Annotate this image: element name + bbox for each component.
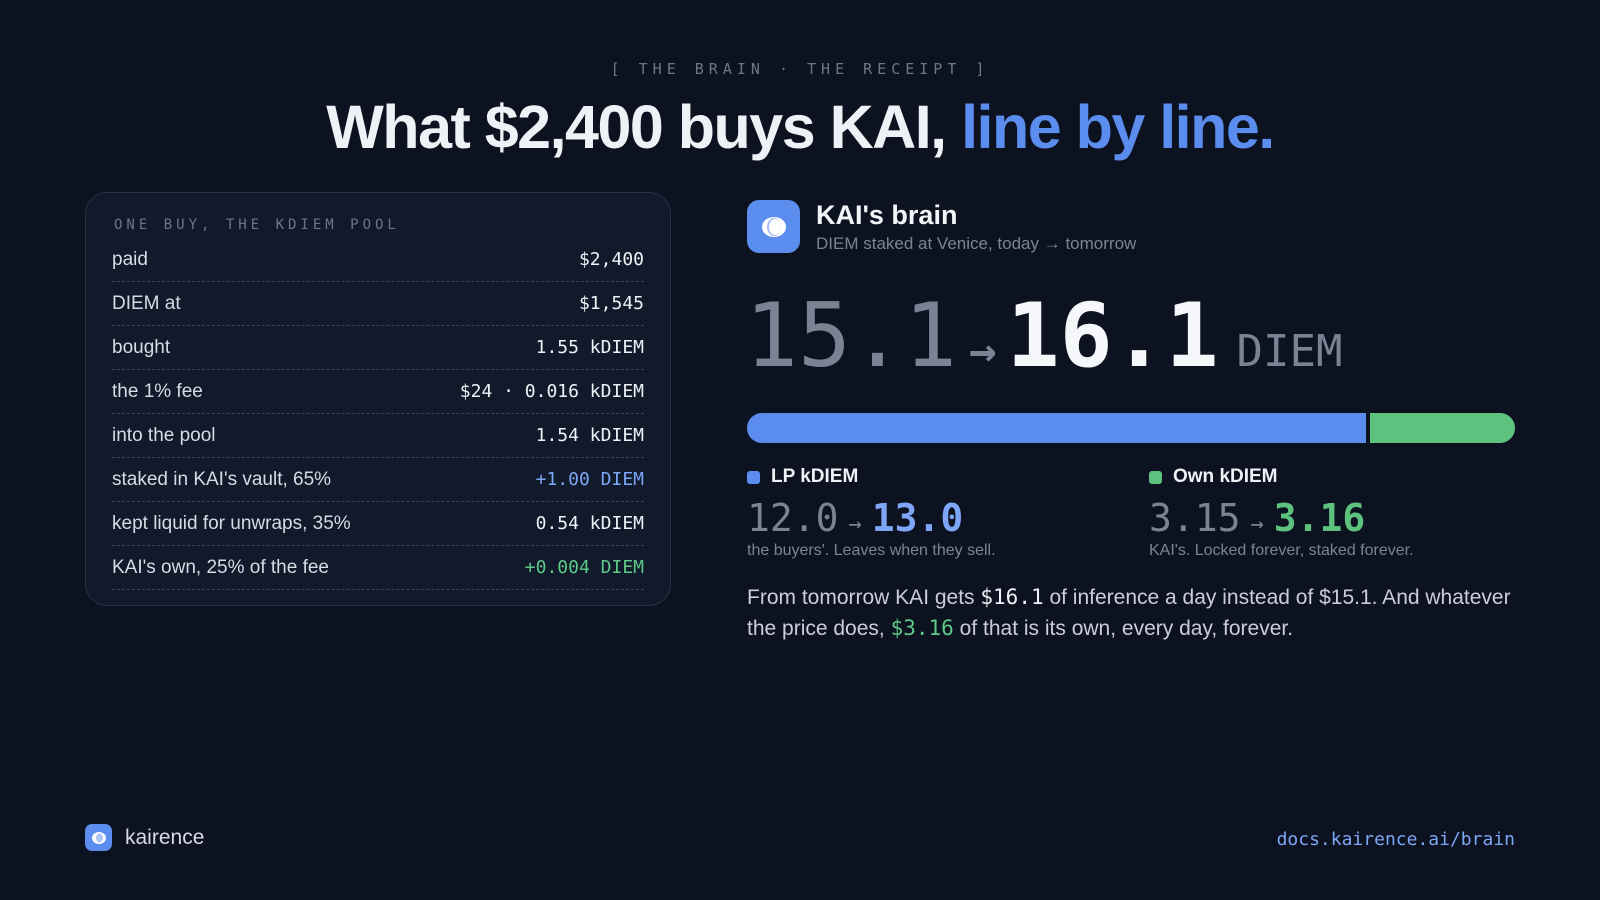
row-label: KAI's own, 25% of the fee <box>112 556 329 578</box>
lp-from: 12.0 <box>747 496 839 540</box>
docs-link[interactable]: docs.kairence.ai/brain <box>1276 829 1515 850</box>
diem-to: 16.1 <box>1006 284 1219 387</box>
lp-kdiem-label: LP kDIEM <box>771 466 859 487</box>
row-label: bought <box>112 336 171 358</box>
row-value: 1.55 kDIEM <box>535 337 644 358</box>
arrow-right-icon: → <box>968 323 997 377</box>
row-label: kept liquid for unwraps, 35% <box>112 512 351 534</box>
summary-part1: From tomorrow KAI gets <box>747 586 981 609</box>
row-label: the 1% fee <box>112 380 203 402</box>
summary-text: From tomorrow KAI gets $16.1 of inferenc… <box>747 582 1517 644</box>
split-bar <box>747 413 1515 443</box>
row-value: +0.004 DIEM <box>524 557 644 578</box>
footer-brand: kairence <box>125 826 205 849</box>
own-from: 3.15 <box>1149 496 1241 540</box>
lp-kdiem-change: 12.0 → 13.0 <box>747 496 1107 540</box>
row-label: into the pool <box>112 424 216 446</box>
lp-to: 13.0 <box>871 496 964 540</box>
row-value: 0.54 kDIEM <box>535 513 644 534</box>
headline-accent: line by line. <box>961 93 1275 161</box>
kairence-logo-icon <box>85 824 112 851</box>
diem-from: 15.1 <box>745 284 957 387</box>
diem-unit: DIEM <box>1236 326 1343 377</box>
receipt-row-liquid: kept liquid for unwraps, 35% 0.54 kDIEM <box>112 502 644 546</box>
lp-legend-swatch <box>747 470 760 484</box>
lp-kdiem-key: LP kDIEM <box>747 466 1107 488</box>
summary-highlight-own: $3.16 <box>890 616 954 640</box>
row-label: DIEM at <box>112 292 181 314</box>
split-bar-lp <box>747 413 1366 443</box>
lp-kdiem-block: LP kDIEM 12.0 → 13.0 the buyers'. Leaves… <box>747 466 1107 560</box>
row-label: staked in KAI's vault, 65% <box>112 468 332 490</box>
own-kdiem-block: Own kDIEM 3.15 → 3.16 KAI's. Locked fore… <box>1149 466 1509 560</box>
split-bar-own <box>1370 413 1515 443</box>
summary-part3: of that is its own, every day, forever. <box>953 617 1294 640</box>
own-to: 3.16 <box>1273 496 1366 540</box>
receipt-row-fee: the 1% fee $24 · 0.016 kDIEM <box>112 370 644 414</box>
own-kdiem-key: Own kDIEM <box>1149 466 1509 488</box>
receipt-row-bought: bought 1.55 kDIEM <box>112 326 644 370</box>
diem-change: 15.1 → 16.1 DIEM <box>745 284 1343 387</box>
row-label: paid <box>112 248 148 270</box>
receipt-title: ONE BUY, THE KDIEM POOL <box>114 217 400 233</box>
receipt-row-own: KAI's own, 25% of the fee +0.004 DIEM <box>112 546 644 590</box>
lp-note: the buyers'. Leaves when they sell. <box>747 542 996 559</box>
own-kdiem-change: 3.15 → 3.16 <box>1149 496 1509 540</box>
receipt-row-staked: staked in KAI's vault, 65% +1.00 DIEM <box>112 458 644 502</box>
split-bar-gap <box>1366 413 1370 443</box>
row-value: $2,400 <box>578 249 644 270</box>
receipt-card: ONE BUY, THE KDIEM POOL <box>85 192 671 606</box>
headline-main: What $2,400 buys KAI, <box>326 93 947 161</box>
receipt-row-pool: into the pool 1.54 kDIEM <box>112 414 644 458</box>
summary-part2: of inference a day instead of $15.1. And… <box>747 586 1511 640</box>
row-value: 1.54 kDIEM <box>535 425 644 446</box>
arrow-right-icon: → <box>1250 512 1264 537</box>
brain-subtitle: DIEM staked at Venice, today → tomorrow <box>816 234 1137 253</box>
row-value: $24 · 0.016 kDIEM <box>459 381 644 402</box>
arrow-right-icon: → <box>848 512 862 537</box>
own-note: KAI's. Locked forever, staked forever. <box>1149 542 1414 559</box>
brain-logo-icon <box>747 200 800 253</box>
own-kdiem-label: Own kDIEM <box>1173 466 1278 487</box>
summary-highlight-total: $16.1 <box>980 585 1044 609</box>
brain-title: KAI's brain <box>816 200 958 230</box>
eyebrow: [ THE BRAIN · THE RECEIPT ] <box>610 60 990 78</box>
own-legend-swatch <box>1149 470 1162 484</box>
row-value: +1.00 DIEM <box>535 469 644 490</box>
headline: What $2,400 buys KAI, line by line. <box>0 92 1600 162</box>
receipt-row-paid: paid $2,400 <box>112 238 644 282</box>
receipt-row-diem-price: DIEM at $1,545 <box>112 282 644 326</box>
row-value: $1,545 <box>578 293 644 314</box>
